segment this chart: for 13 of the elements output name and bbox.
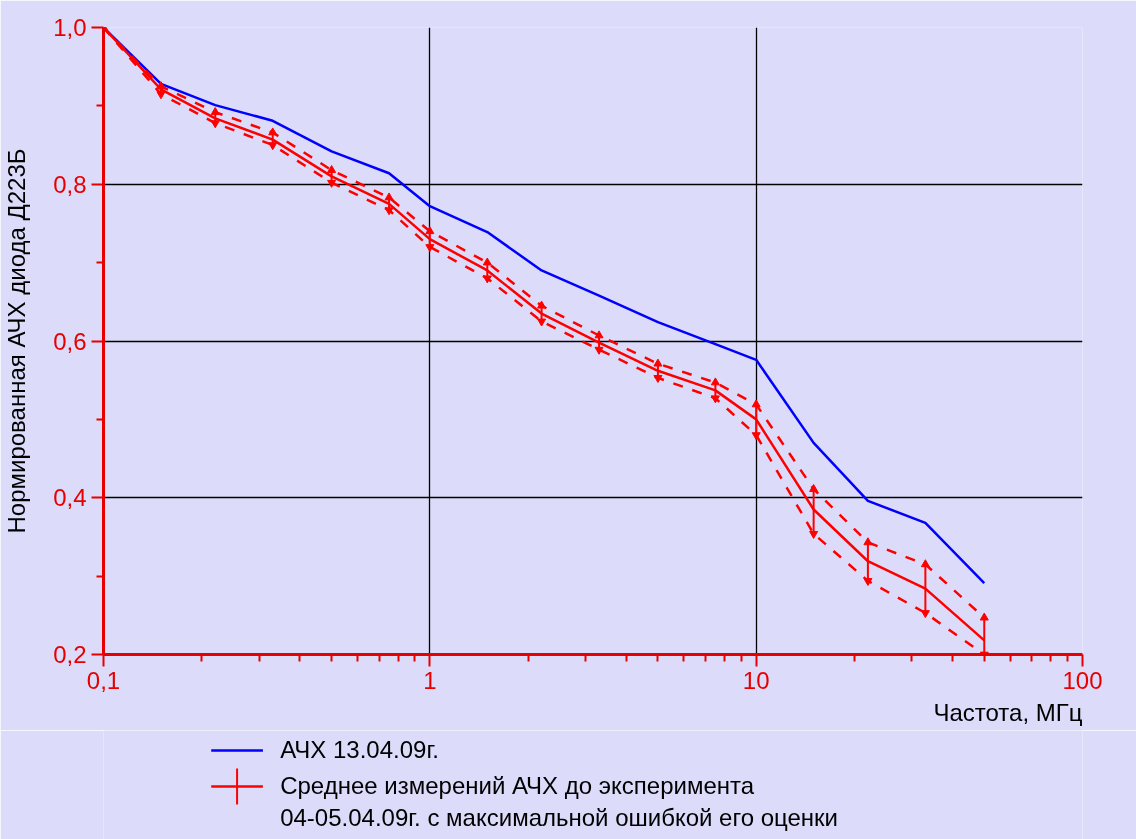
y-tick-label: 0,6: [53, 327, 87, 355]
x-axis-title: Частота, МГц: [933, 698, 1083, 726]
y-tick-label: 0,4: [53, 484, 87, 512]
y-axis-title: Нормированная АЧХ диода Д223Б: [3, 148, 31, 534]
y-tick-label: 0,2: [53, 641, 87, 668]
x-tick-label: 0,1: [86, 666, 121, 694]
x-tick-label: 10: [742, 666, 770, 694]
legend-label: АЧХ 13.04.09г.: [280, 735, 439, 763]
x-tick-label: 1: [423, 666, 437, 694]
y-tick-label: 0,8: [53, 170, 87, 198]
legend-label: Среднее измерений АЧХ до эксперимента 04-05.04.09г. с максимальной ошибкой его оценки: [280, 771, 839, 831]
y-tick-label: 1,0: [53, 14, 87, 41]
x-tick-label: 100: [1062, 666, 1103, 694]
